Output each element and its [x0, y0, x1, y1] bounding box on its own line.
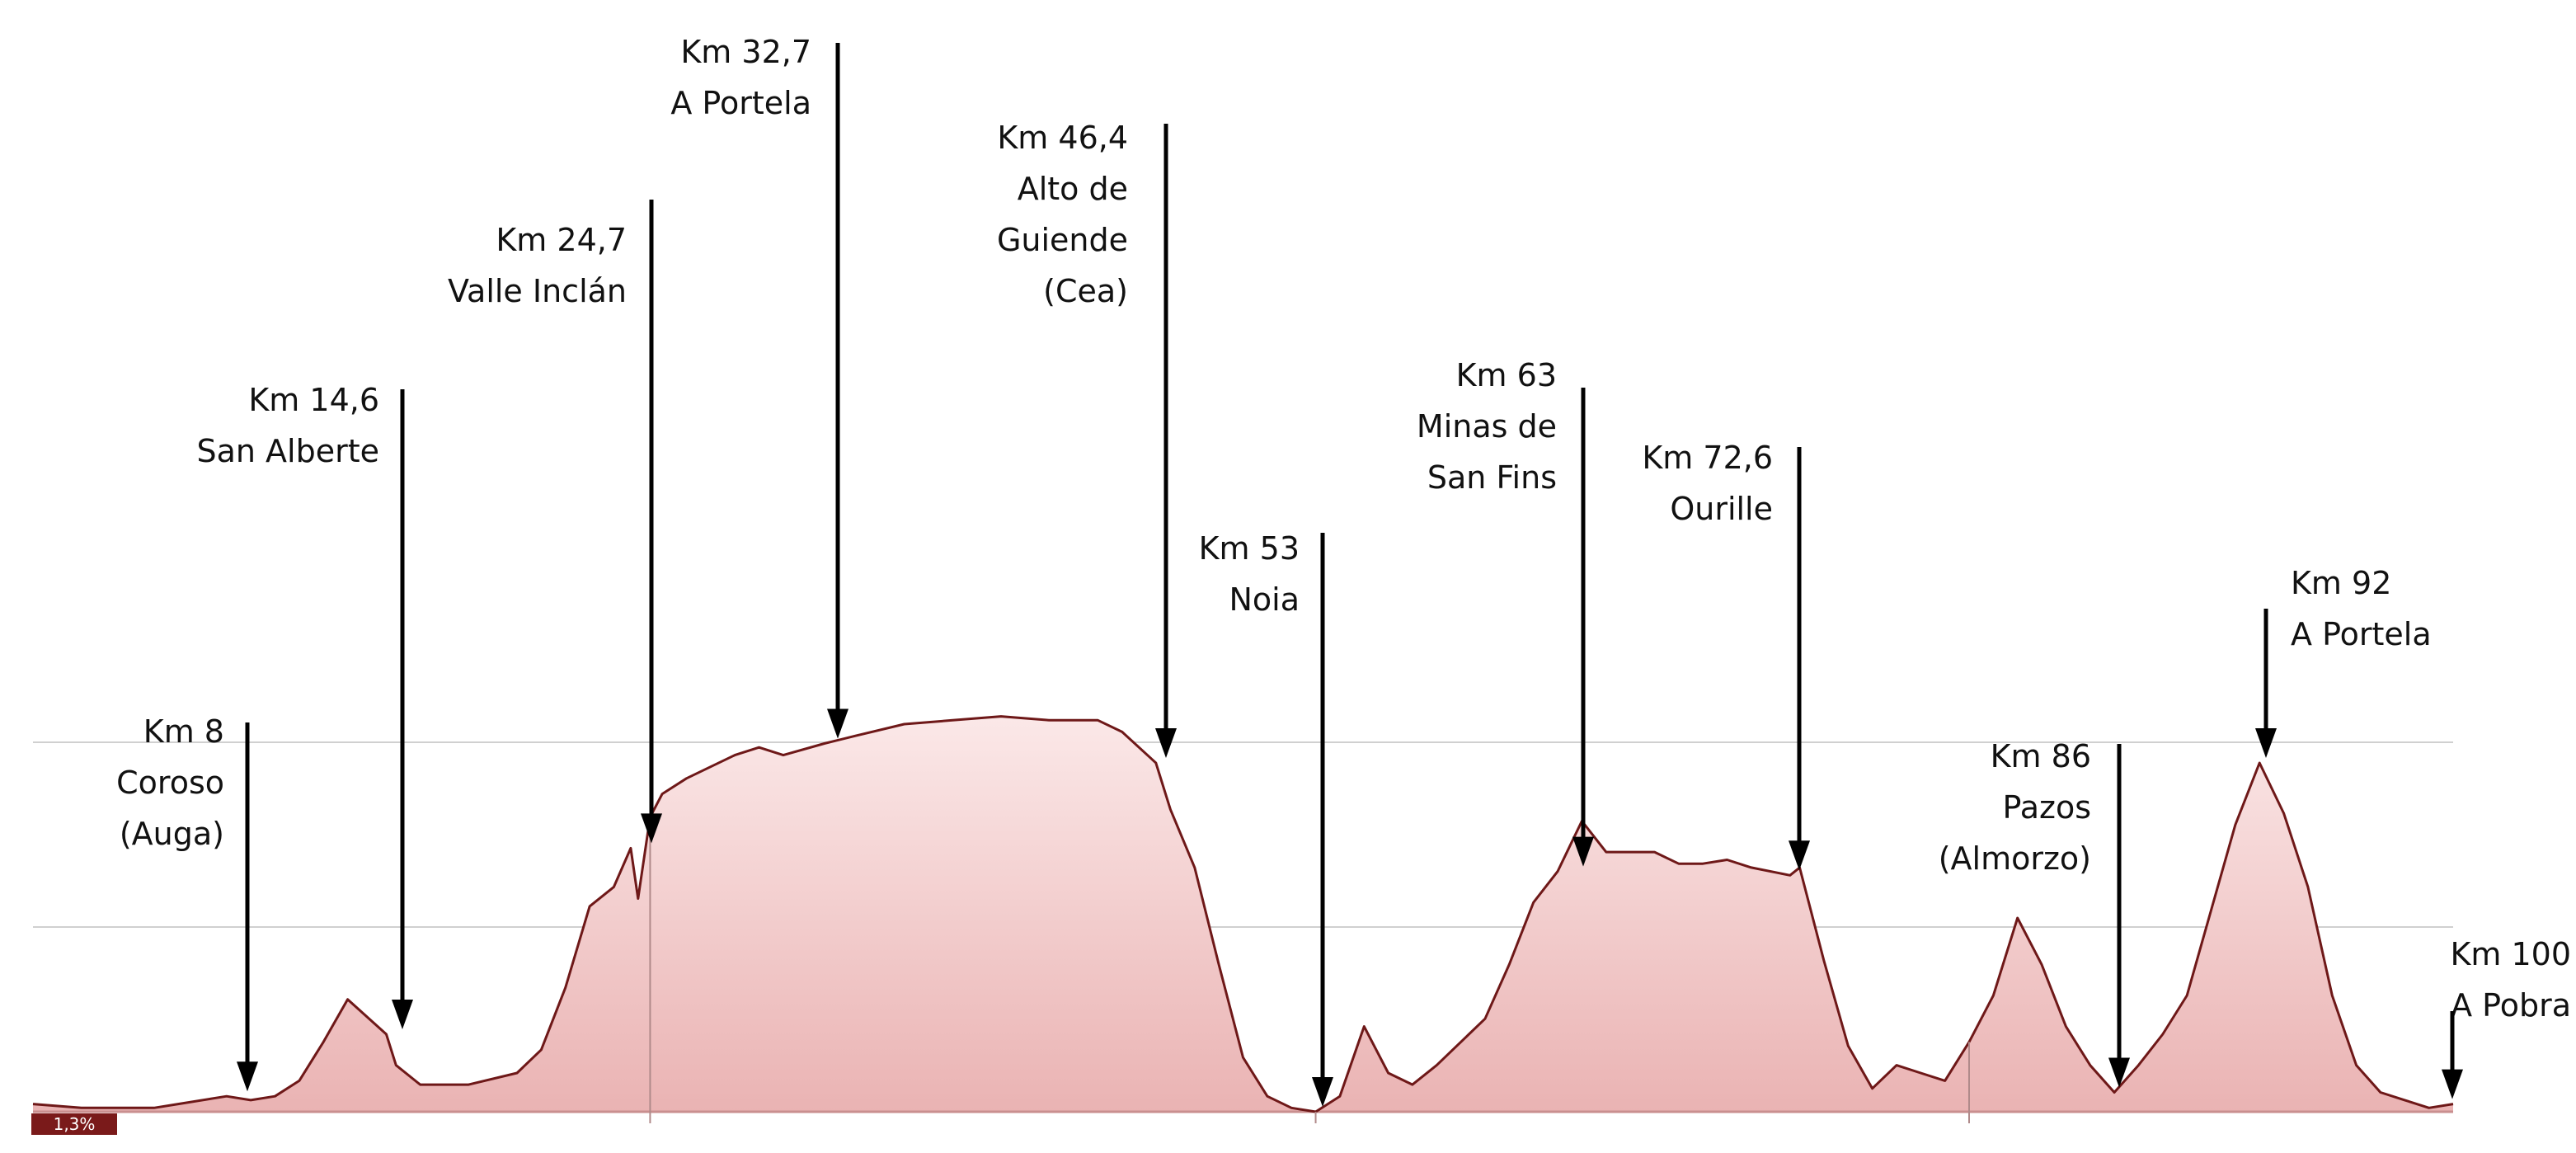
- waypoint-label: (Auga): [120, 816, 224, 852]
- waypoint-label: Coroso: [116, 765, 224, 801]
- gradient-badge-group: 1,3%: [31, 1113, 117, 1135]
- segment-dividers: [649, 817, 1970, 1123]
- gradient-badge-background: [31, 1113, 117, 1135]
- waypoint-label: (Almorzo): [1939, 840, 2091, 877]
- waypoint-label: Km 14,6: [248, 382, 379, 418]
- waypoint-annotation: Km 53 Noia: [1199, 530, 1333, 1107]
- waypoint-label: Km 24,7: [496, 222, 627, 258]
- waypoint-label: Alto de: [1018, 171, 1128, 207]
- waypoint-label: Noia: [1229, 581, 1300, 618]
- waypoint-arrow-head: [2108, 1057, 2130, 1088]
- waypoint-arrow-head: [641, 813, 662, 844]
- waypoint-arrow-head: [1155, 728, 1177, 758]
- waypoint-annotation: Km 8 Coroso (Auga): [116, 713, 258, 1092]
- waypoint-label: A Portela: [670, 85, 811, 121]
- waypoint-label: Km 63: [1456, 357, 1557, 393]
- waypoint-label: Km 92: [2291, 565, 2391, 601]
- waypoint-annotations: Km 8 Coroso (Auga) Km 14,6 San Alberte Km 24,…: [116, 34, 2571, 1107]
- gradient-badge: 1,3%: [54, 1114, 96, 1134]
- waypoint-arrow-head: [392, 1000, 413, 1029]
- waypoint-annotation: Km 92 A Portela: [2255, 565, 2432, 758]
- elevation-area: [33, 716, 2453, 1112]
- waypoint-label: Km 72,6: [1642, 440, 1773, 476]
- waypoint-label: A Portela: [2291, 616, 2432, 652]
- waypoint-label: (Cea): [1043, 273, 1128, 309]
- waypoint-label: A Pobra: [2451, 987, 2571, 1024]
- waypoint-label: Km 100: [2450, 936, 2571, 972]
- waypoint-annotation: Km 72,6 Ourille: [1642, 440, 1810, 871]
- waypoint-arrow-head: [1789, 840, 1810, 871]
- waypoint-label: San Alberte: [196, 433, 379, 469]
- waypoint-annotation: Km 100 A Pobra: [2442, 936, 2571, 1099]
- waypoint-label: Km 86: [1991, 738, 2091, 774]
- waypoint-label: Km 8: [143, 713, 224, 750]
- gridlines: [33, 741, 2453, 928]
- waypoint-annotation: Km 32,7 A Portela: [670, 34, 848, 739]
- waypoint-label: Km 32,7: [680, 34, 811, 70]
- waypoint-annotation: Km 24,7 Valle Inclán: [448, 200, 662, 844]
- waypoint-arrow-head: [2442, 1069, 2463, 1099]
- waypoint-label: Pazos: [2003, 789, 2092, 826]
- waypoint-arrow-head: [1312, 1077, 1333, 1107]
- elevation-area-group: [32, 715, 2454, 1113]
- elevation-line: [32, 715, 2454, 1113]
- waypoint-annotation: Km 46,4 Alto de Guiende (Cea): [997, 120, 1177, 758]
- waypoint-arrow-head: [237, 1061, 258, 1092]
- waypoint-arrow-head: [1572, 836, 1594, 867]
- waypoint-label: San Fins: [1427, 459, 1557, 496]
- waypoint-label: Minas de: [1417, 408, 1557, 445]
- waypoint-label: Km 46,4: [997, 120, 1128, 156]
- waypoint-annotation: Km 14,6 San Alberte: [196, 382, 413, 1029]
- waypoint-label: Guiende: [997, 222, 1128, 258]
- waypoint-label: Ourille: [1670, 491, 1773, 527]
- waypoint-annotation: Km 86 Pazos (Almorzo): [1939, 738, 2130, 1088]
- waypoint-arrow-head: [827, 708, 848, 739]
- waypoint-label: Km 53: [1199, 530, 1300, 567]
- waypoint-annotation: Km 63 Minas de San Fins: [1417, 357, 1594, 867]
- waypoint-arrow-head: [2255, 728, 2277, 758]
- waypoint-label: Valle Inclán: [448, 273, 627, 309]
